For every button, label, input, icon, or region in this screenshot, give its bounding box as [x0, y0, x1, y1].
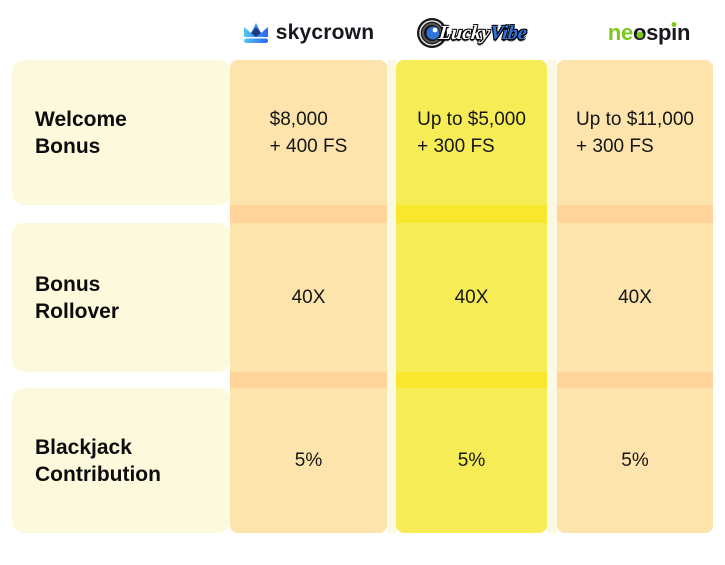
brand-logo-luckyvibe[interactable]: LuckyVibe — [396, 14, 547, 52]
cell-skycrown-bonus-rollover: 40X — [230, 223, 387, 372]
column-neospin: Up to $11,000 + 300 FS 40X 5% — [557, 60, 713, 533]
row-label-blackjack-contribution: Blackjack Contribution — [12, 388, 230, 533]
row-label-bonus-rollover: Bonus Rollover — [12, 223, 230, 372]
column-luckyvibe: Up to $5,000 + 300 FS 40X 5% — [396, 60, 547, 533]
column-divider — [547, 60, 557, 533]
crown-icon — [243, 22, 269, 44]
cell-skycrown-blackjack-contribution: 5% — [230, 388, 387, 533]
luckyvibe-wordmark: LuckyVibe — [438, 21, 529, 44]
cell-luckyvibe-blackjack-contribution: 5% — [396, 388, 547, 533]
neospin-wordmark: neospin — [607, 20, 691, 45]
cell-neospin-bonus-rollover: 40X — [557, 223, 713, 372]
cell-luckyvibe-bonus-rollover: 40X — [396, 223, 547, 372]
row-label-line: Blackjack — [35, 435, 132, 459]
column-divider — [387, 60, 396, 533]
cell-neospin-blackjack-contribution: 5% — [557, 388, 713, 533]
record-disc-icon — [416, 17, 448, 49]
row-label-line: Welcome — [35, 107, 127, 131]
row-label-line: Rollover — [35, 299, 120, 323]
cell-neospin-welcome-bonus: Up to $11,000 + 300 FS — [557, 60, 713, 205]
row-label-line: Bonus — [35, 134, 101, 158]
brand-logo-neospin[interactable]: neospin — [571, 14, 725, 52]
column-skycrown: $8,000 + 400 FS 40X 5% — [230, 60, 387, 533]
cell-skycrown-welcome-bonus: $8,000 + 400 FS — [230, 60, 387, 205]
cell-luckyvibe-welcome-bonus: Up to $5,000 + 300 FS — [396, 60, 547, 205]
row-label-welcome-bonus: Welcome Bonus — [12, 60, 230, 205]
brand-logo-skycrown[interactable]: skycrown — [230, 14, 387, 52]
row-label-line: Bonus — [35, 272, 101, 296]
skycrown-wordmark: skycrown — [275, 21, 375, 44]
row-label-line: Contribution — [35, 462, 161, 486]
